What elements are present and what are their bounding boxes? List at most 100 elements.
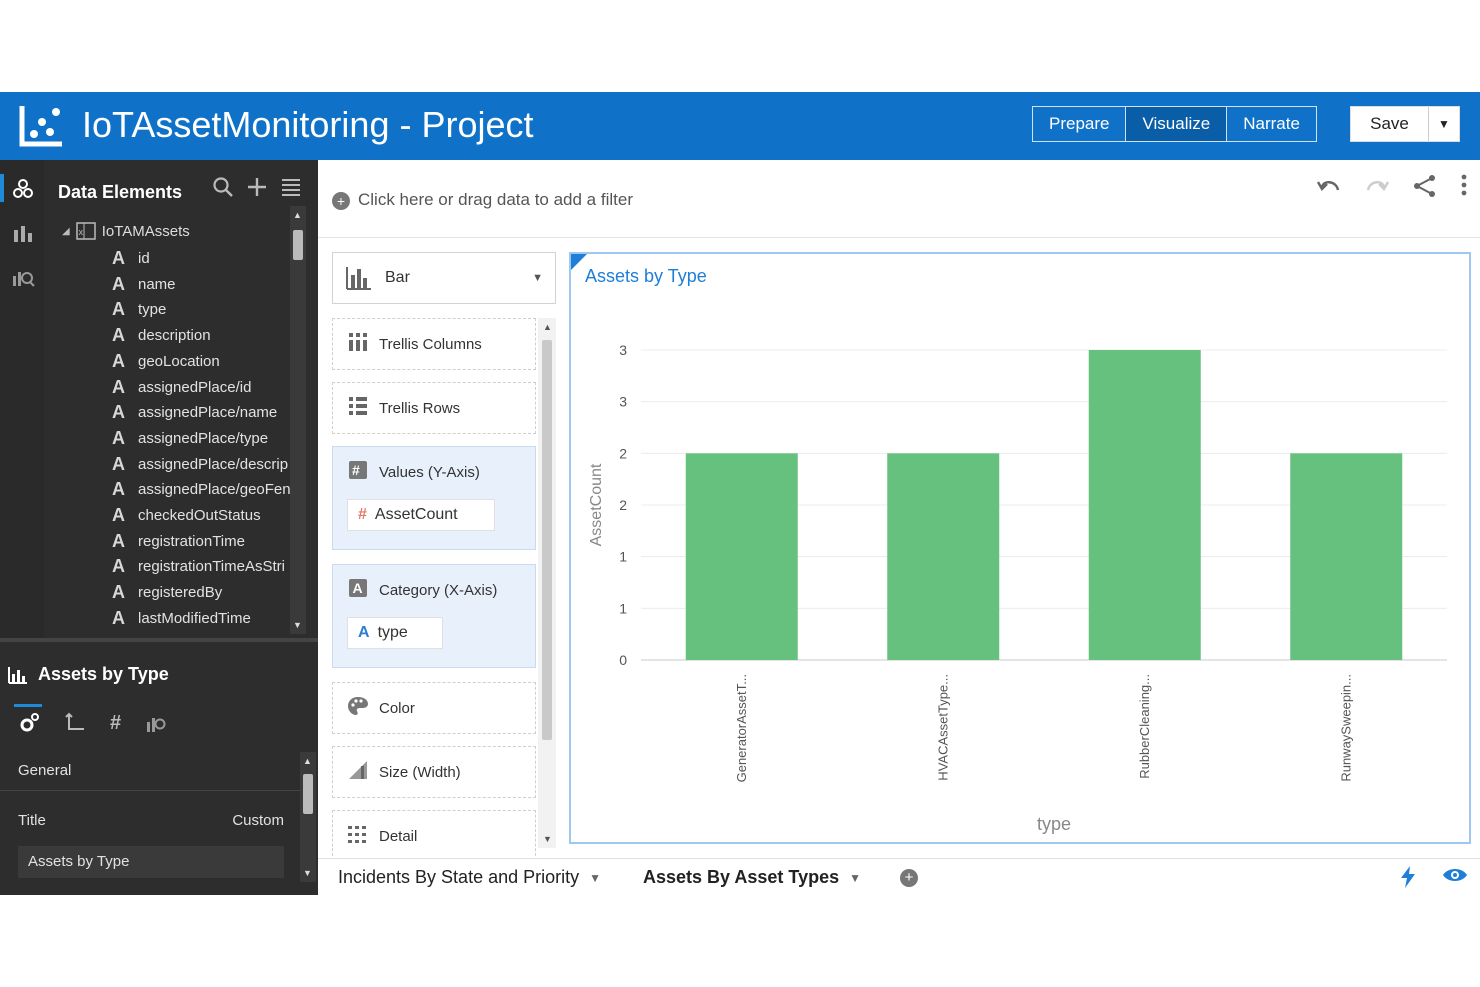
- attribute-a-icon: A: [358, 624, 370, 641]
- data-elements-icon[interactable]: [8, 174, 38, 204]
- properties-scrollbar-thumb[interactable]: [303, 774, 313, 814]
- menu-icon[interactable]: [280, 176, 302, 204]
- measure-hash-icon: #: [358, 506, 367, 523]
- share-icon[interactable]: [1412, 174, 1438, 204]
- attribute-a-icon: A: [347, 578, 369, 603]
- category-x-axis-well[interactable]: A Category (X-Axis) A type: [332, 564, 536, 668]
- general-settings-gear-icon[interactable]: [18, 712, 40, 740]
- analytics-icon[interactable]: [8, 262, 38, 292]
- properties-scrollbar[interactable]: ▲ ▼: [300, 752, 316, 882]
- save-dropdown-chevron-icon[interactable]: ▼: [1438, 117, 1450, 131]
- bar-chart[interactable]: 0 1 1 2 2 3 3 AssetCount GeneratorAssetT... HVACA…: [571, 254, 1469, 842]
- visualizations-icon[interactable]: [8, 218, 38, 248]
- add-filter-plus-icon[interactable]: +: [332, 192, 350, 210]
- canvas-tab-label: Incidents By State and Priority: [338, 867, 580, 887]
- add-canvas-plus-icon[interactable]: +: [900, 869, 918, 887]
- type-chip[interactable]: A type: [347, 617, 443, 649]
- properties-title-text: Assets by Type: [38, 664, 169, 684]
- panel-separator[interactable]: [0, 638, 318, 642]
- axis-icon[interactable]: [64, 712, 86, 740]
- visualize-tab[interactable]: Visualize: [1126, 107, 1228, 141]
- detail-label: Detail: [379, 827, 418, 845]
- save-button[interactable]: Save: [1351, 107, 1429, 141]
- properties-tabs: #: [18, 712, 167, 740]
- assetcount-chip[interactable]: # AssetCount: [347, 499, 495, 531]
- y-tick-label: 2: [619, 445, 627, 461]
- undo-icon[interactable]: [1316, 174, 1342, 204]
- attribute-a-icon: A: [112, 299, 125, 320]
- attribute-a-icon: A: [112, 325, 125, 346]
- bar[interactable]: [685, 453, 798, 660]
- color-well[interactable]: Color: [332, 682, 536, 734]
- search-icon[interactable]: [212, 176, 234, 204]
- title-input[interactable]: Assets by Type: [18, 846, 284, 878]
- add-data-icon[interactable]: [246, 176, 268, 204]
- chevron-down-icon[interactable]: ▼: [589, 870, 602, 885]
- chart-container[interactable]: Assets by Type 0 1 1 2 2 3 3 AssetCount Generato…: [569, 252, 1471, 844]
- tree-scrollbar-thumb[interactable]: [293, 230, 303, 260]
- y-tick-label: 1: [619, 600, 627, 616]
- bar[interactable]: [887, 453, 1000, 660]
- number-format-hash-icon[interactable]: #: [110, 712, 122, 734]
- redo-icon[interactable]: [1364, 174, 1390, 204]
- tree-field-label: id: [138, 250, 150, 267]
- chevron-down-icon[interactable]: ▼: [532, 272, 543, 284]
- detail-well[interactable]: Detail: [332, 810, 536, 856]
- chevron-down-icon[interactable]: ▼: [849, 870, 861, 885]
- y-tick-label: 0: [619, 652, 627, 668]
- grammar-scrollbar[interactable]: ▲ ▼: [538, 318, 556, 848]
- tree-field-label: registrationTimeAsStri: [138, 558, 285, 576]
- tree-root-source[interactable]: ◢ x IoTAMAssets: [62, 222, 190, 240]
- auto-apply-lightning-icon[interactable]: [1398, 865, 1418, 895]
- svg-text:#: #: [352, 462, 360, 478]
- attribute-a-icon: A: [112, 273, 125, 294]
- y-axis-label: AssetCount: [588, 463, 605, 546]
- analytics-properties-icon[interactable]: [145, 712, 167, 740]
- grammar-scrollbar-thumb[interactable]: [542, 340, 552, 740]
- trellis-rows-well[interactable]: Trellis Rows: [332, 382, 536, 434]
- tree-scrollbar[interactable]: ▲ ▼: [290, 206, 306, 634]
- more-options-icon[interactable]: [1460, 174, 1468, 204]
- preview-eye-icon[interactable]: [1442, 865, 1468, 895]
- bar[interactable]: [1290, 453, 1403, 660]
- properties-title: Assets by Type: [8, 664, 169, 685]
- source-name: IoTAMAssets: [101, 222, 190, 240]
- x-axis-label: type: [1037, 814, 1071, 834]
- filter-bar[interactable]: + Click here or drag data to add a filte…: [318, 160, 1480, 238]
- canvas-tab-incidents[interactable]: Incidents By State and Priority ▼: [338, 867, 601, 888]
- filter-hint[interactable]: Click here or drag data to add a filter: [358, 190, 633, 209]
- detail-dots-icon: [347, 824, 369, 849]
- svg-text:x: x: [78, 227, 83, 237]
- values-y-axis-well[interactable]: # Values (Y-Axis) # AssetCount: [332, 446, 536, 550]
- y-tick-label: 1: [619, 549, 627, 565]
- tree-field-label: assignedPlace/descrip: [138, 455, 289, 473]
- title-mode-select[interactable]: Custom: [232, 812, 284, 829]
- title-label: Title: [18, 812, 46, 829]
- narrate-tab[interactable]: Narrate: [1243, 114, 1300, 133]
- canvas-tab-assets[interactable]: Assets By Asset Types ▼: [643, 867, 861, 888]
- trellis-columns-well[interactable]: Trellis Columns: [332, 318, 536, 370]
- prepare-tab[interactable]: Prepare: [1033, 107, 1127, 141]
- attribute-a-icon: A: [112, 556, 125, 577]
- bar[interactable]: [1088, 350, 1201, 660]
- collapse-triangle-icon[interactable]: ◢: [62, 225, 70, 237]
- size-width-well[interactable]: Size (Width): [332, 746, 536, 798]
- properties-section-general[interactable]: General: [18, 762, 72, 779]
- viz-type-select[interactable]: Bar ▼: [332, 252, 556, 304]
